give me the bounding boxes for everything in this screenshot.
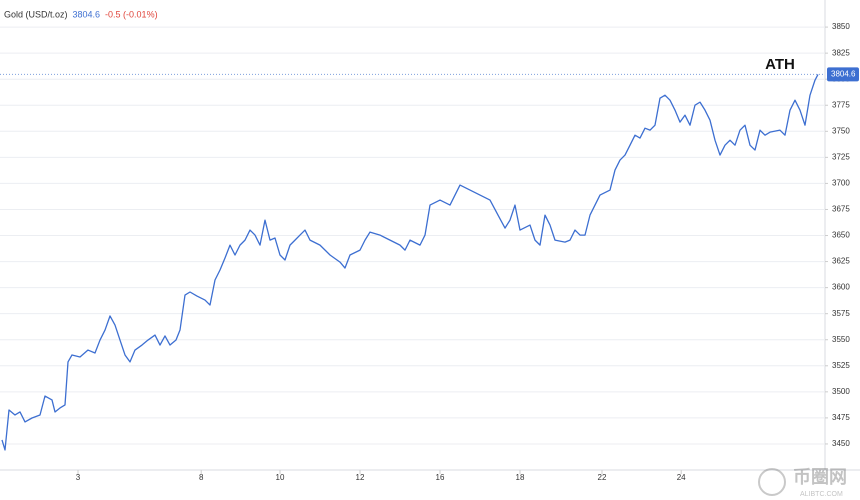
watermark-url: ALIBTC.COM xyxy=(800,491,843,498)
watermark-logo xyxy=(758,468,786,496)
price-line xyxy=(1,74,819,451)
y-tick-label: 3525 xyxy=(832,361,850,370)
y-tick-label: 3500 xyxy=(832,387,850,396)
last-price-label: 3804.6 xyxy=(831,70,856,79)
watermark: 币圈网 ALIBTC.COM xyxy=(758,467,847,498)
y-tick-label: 3450 xyxy=(832,439,850,448)
x-tick-label: 10 xyxy=(276,473,285,482)
y-tick-label: 3600 xyxy=(832,283,850,292)
last-price: 3804.6 xyxy=(73,9,101,19)
x-tick-label: 16 xyxy=(436,473,445,482)
y-tick-label: 3675 xyxy=(832,205,850,214)
y-tick-label: 3825 xyxy=(832,48,850,57)
x-tick-label: 24 xyxy=(677,473,686,482)
y-tick-label: 3650 xyxy=(832,231,850,240)
y-tick-label: 3775 xyxy=(832,100,850,109)
x-tick-label: 18 xyxy=(516,473,525,482)
grid xyxy=(0,26,825,445)
x-tick-label: 12 xyxy=(356,473,365,482)
y-tick-label: 3550 xyxy=(832,335,850,344)
x-tick-label: 3 xyxy=(76,473,81,482)
price-change: -0.5 (-0.01%) xyxy=(105,9,158,19)
ath-annotation: ATH xyxy=(765,56,795,73)
y-tick-label: 3625 xyxy=(832,257,850,266)
x-tick-label: 8 xyxy=(199,473,204,482)
y-tick-label: 3850 xyxy=(832,22,850,31)
y-tick-label: 3475 xyxy=(832,413,850,422)
x-tick-label: 22 xyxy=(598,473,607,482)
last-price-box xyxy=(827,67,859,82)
y-tick-label: 3750 xyxy=(832,126,850,135)
y-tick-label: 3575 xyxy=(832,309,850,318)
y-tick-label: 3725 xyxy=(832,152,850,161)
watermark-text: 币圈网 xyxy=(793,467,847,487)
chart-title: Gold (USD/t.oz) xyxy=(4,9,68,19)
y-tick-label: 3700 xyxy=(832,179,850,188)
